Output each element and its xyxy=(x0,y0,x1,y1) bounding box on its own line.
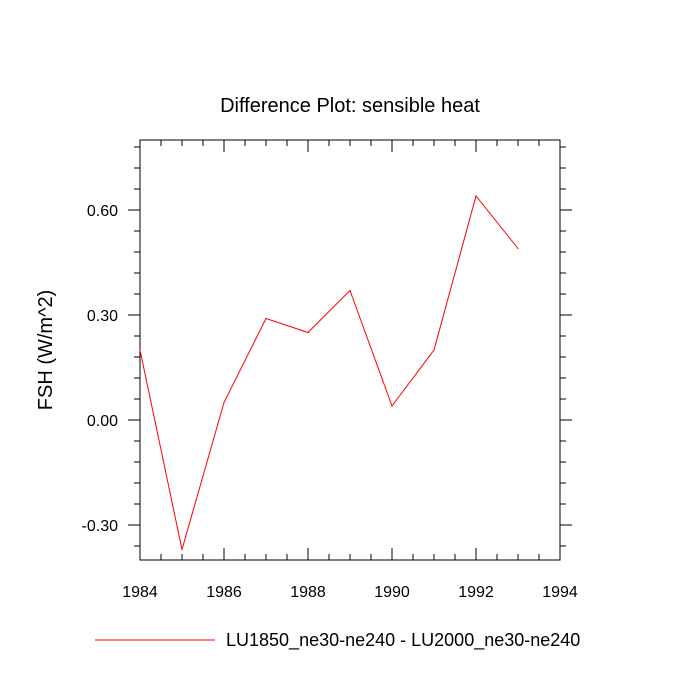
x-tick-label: 1988 xyxy=(290,584,326,601)
chart-title: Difference Plot: sensible heat xyxy=(220,95,480,117)
data-point xyxy=(517,247,519,250)
x-tick-label: 1990 xyxy=(374,584,410,601)
y-tick-label: 0.00 xyxy=(87,413,118,430)
data-point xyxy=(391,405,393,407)
x-tick-label: 1994 xyxy=(542,584,578,601)
y-tick-label: 0.60 xyxy=(87,203,118,220)
data-point xyxy=(139,349,141,351)
data-point xyxy=(433,349,435,351)
ticks-layer: 1984 1986 1988 1990 1992 1994 -0.30 0.00 0.30 0.6… xyxy=(82,140,578,601)
x-tick-label: 1992 xyxy=(458,584,494,601)
series-layer xyxy=(139,194,519,551)
y-tick-label: 0.30 xyxy=(87,308,118,325)
x-tick-label: 1986 xyxy=(206,584,242,601)
plot-frame xyxy=(139,139,561,561)
data-point xyxy=(181,548,183,551)
series-line xyxy=(139,194,519,550)
legend-label: LU1850_ne30-ne240 - LU2000_ne30-ne240 xyxy=(226,630,580,651)
y-axis-label: FSH (W/m^2) xyxy=(35,290,57,410)
data-point xyxy=(307,331,309,334)
data-point xyxy=(223,401,225,404)
legend: LU1850_ne30-ne240 - LU2000_ne30-ne240 xyxy=(95,630,580,651)
y-tick-label: -0.30 xyxy=(82,518,119,535)
data-point xyxy=(475,195,477,197)
data-point xyxy=(349,289,351,292)
x-tick-label: 1984 xyxy=(122,584,158,601)
data-point xyxy=(265,317,267,320)
